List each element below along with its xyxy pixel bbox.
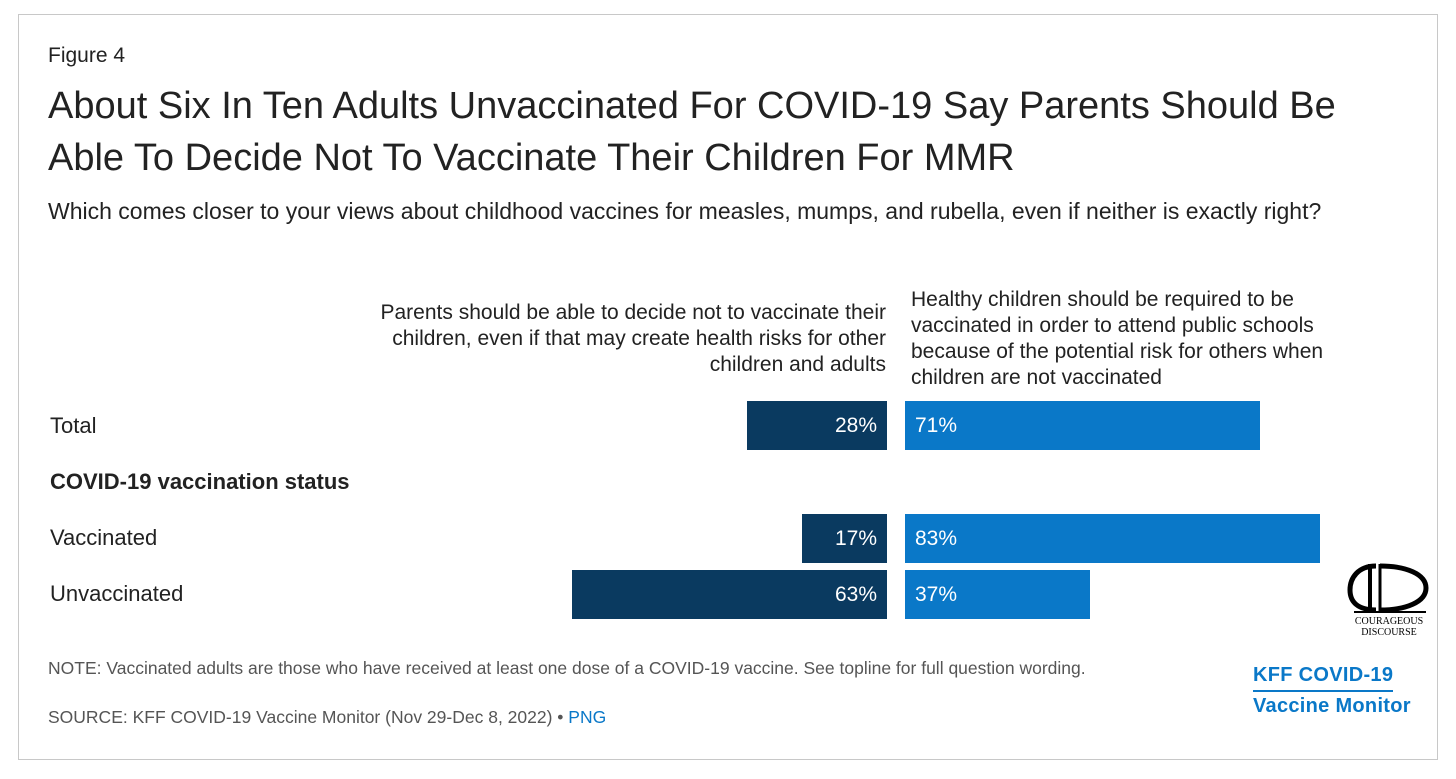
kff-brand-line1: KFF COVID-19 bbox=[1253, 664, 1394, 686]
group-label: COVID-19 vaccination status bbox=[50, 469, 350, 494]
chart-subtitle: Which comes closer to your views about c… bbox=[48, 198, 1322, 224]
bar-label-right-vaccinated: 83% bbox=[915, 527, 958, 550]
bar-left-total: 28% bbox=[747, 401, 887, 450]
bar-label-right-total: 71% bbox=[915, 414, 958, 437]
row-label-total: Total bbox=[50, 413, 97, 438]
source-label: SOURCE: KFF COVID-19 Vaccine Monitor (No… bbox=[48, 707, 569, 727]
courageous-discourse-logo: COURAGEOUS DISCOURSE bbox=[1347, 563, 1429, 638]
row-label-unvaccinated: Unvaccinated bbox=[50, 581, 184, 606]
figure-label: Figure 4 bbox=[48, 44, 126, 67]
row-label-vaccinated: Vaccinated bbox=[50, 525, 158, 550]
bar-right-vaccinated: 83% bbox=[905, 514, 1320, 563]
series-header-right: Healthy children should be required to b… bbox=[911, 288, 1324, 389]
logo-line1: COURAGEOUS bbox=[1355, 616, 1423, 627]
source-text: SOURCE: KFF COVID-19 Vaccine Monitor (No… bbox=[48, 707, 606, 728]
kff-brand-line2: Vaccine Monitor bbox=[1253, 695, 1411, 717]
kff-brand-rule bbox=[1253, 690, 1393, 692]
chart-title: About Six In Ten Adults Unvaccinated For… bbox=[48, 85, 1336, 179]
note-text: NOTE: Vaccinated adults are those who ha… bbox=[48, 658, 1086, 678]
png-link[interactable]: PNG bbox=[568, 707, 607, 727]
chart-frame bbox=[18, 14, 1438, 760]
series-header-left: Parents should be able to decide not to … bbox=[380, 301, 887, 376]
bar-label-left-unvaccinated: 63% bbox=[834, 583, 877, 606]
bar-right-total: 71% bbox=[905, 401, 1260, 450]
bar-left-unvaccinated: 63% bbox=[572, 570, 887, 619]
bar-label-left-vaccinated: 17% bbox=[834, 527, 877, 550]
bar-left-vaccinated: 17% bbox=[802, 514, 887, 563]
logo-line2: DISCOURSE bbox=[1361, 627, 1417, 638]
bar-right-unvaccinated: 37% bbox=[905, 570, 1090, 619]
bar-label-left-total: 28% bbox=[834, 414, 877, 437]
bar-label-right-unvaccinated: 37% bbox=[915, 583, 958, 606]
